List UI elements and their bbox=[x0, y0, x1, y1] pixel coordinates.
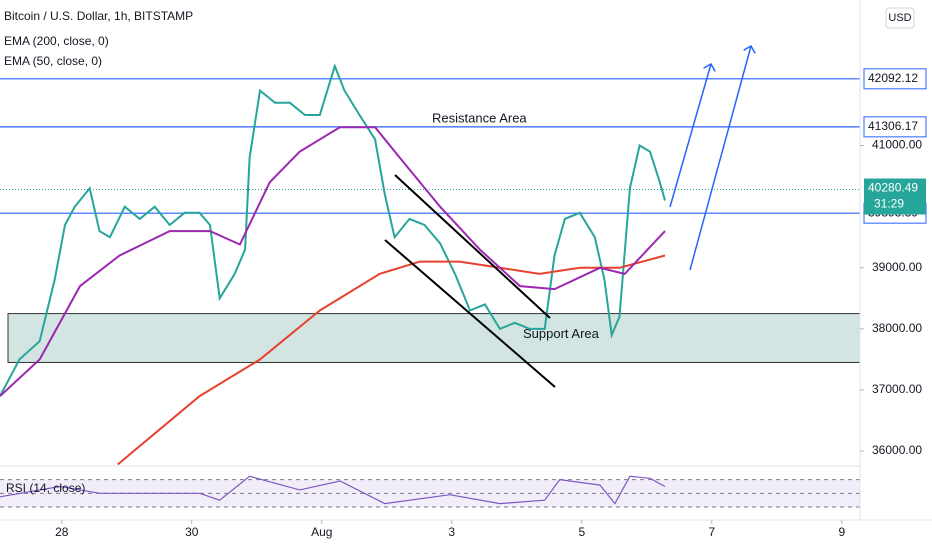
x-tick-label: 3 bbox=[448, 525, 455, 539]
arrow bbox=[669, 62, 716, 208]
x-tick-label: 30 bbox=[185, 525, 199, 539]
legend-entry: EMA (200, close, 0) bbox=[4, 34, 109, 48]
level-label-box bbox=[863, 68, 927, 90]
series-line bbox=[0, 126, 666, 397]
y-tick-label: 41000.00 bbox=[872, 138, 922, 152]
series-line bbox=[117, 254, 666, 466]
last-price-label: 40280.49 bbox=[868, 181, 918, 195]
series-line bbox=[0, 63, 666, 397]
chart-title: Bitcoin / U.S. Dollar, 1h, BITSTAMP bbox=[4, 9, 193, 23]
countdown: 31:29 bbox=[874, 197, 904, 211]
rsi-title: RSI (14, close) bbox=[6, 481, 85, 495]
level-label: 42092.12 bbox=[868, 71, 918, 85]
y-tick-label: 37000.00 bbox=[872, 382, 922, 396]
currency: USD bbox=[888, 12, 911, 24]
x-tick-label: 28 bbox=[55, 525, 69, 539]
series-line bbox=[0, 475, 666, 505]
y-tick-label: 39000.00 bbox=[872, 260, 922, 274]
currency-badge[interactable] bbox=[885, 7, 915, 29]
y-tick-label: 38000.00 bbox=[872, 321, 922, 335]
x-tick-label: 9 bbox=[838, 525, 845, 539]
resistance-label: Resistance Area bbox=[432, 110, 527, 125]
x-tick-label: 7 bbox=[708, 525, 715, 539]
support-zone bbox=[7, 313, 861, 363]
level-label: 41306.17 bbox=[868, 119, 918, 133]
y-tick-label: 36000.00 bbox=[872, 443, 922, 457]
x-tick-label: Aug bbox=[311, 525, 332, 539]
last-price-box bbox=[864, 178, 926, 215]
arrow bbox=[689, 44, 756, 271]
legend-entry: EMA (50, close, 0) bbox=[4, 54, 102, 68]
channel-line bbox=[394, 174, 551, 319]
channel-line bbox=[384, 239, 556, 388]
x-tick-label: 5 bbox=[578, 525, 585, 539]
level-label-box bbox=[863, 116, 927, 138]
